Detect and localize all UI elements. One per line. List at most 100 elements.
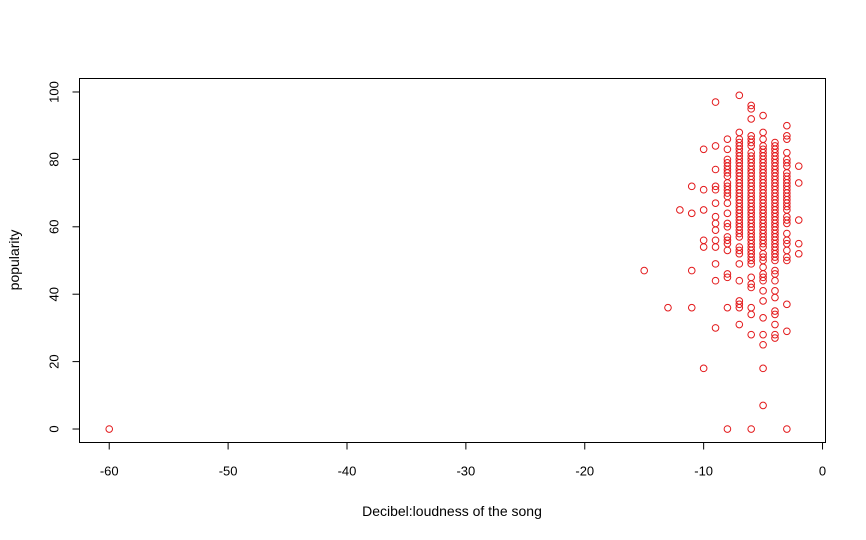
data-point <box>783 229 791 238</box>
data-point <box>723 189 732 197</box>
data-point <box>723 270 732 278</box>
data-point <box>735 233 744 241</box>
data-point <box>747 260 755 268</box>
data-point <box>699 236 708 245</box>
data-point <box>783 131 791 140</box>
data-point <box>759 287 767 295</box>
y-tick-label: 60 <box>47 220 62 234</box>
x-tick-label: -30 <box>456 464 475 479</box>
data-point <box>771 307 779 315</box>
data-point <box>783 219 791 228</box>
data-point <box>687 266 696 275</box>
data-point <box>699 364 708 373</box>
data-point <box>723 425 732 433</box>
data-point <box>783 256 791 265</box>
data-point <box>747 425 755 433</box>
data-point <box>735 303 744 312</box>
data-point <box>759 330 767 339</box>
data-point <box>735 300 744 309</box>
data-point <box>711 98 720 106</box>
data-point <box>771 330 779 339</box>
data-point <box>759 273 767 282</box>
data-point <box>771 334 779 342</box>
data-point <box>783 246 791 255</box>
data-point <box>676 206 684 214</box>
data-point <box>711 260 720 268</box>
data-point <box>723 273 732 282</box>
data-point <box>759 135 767 143</box>
data-point <box>759 111 767 120</box>
data-point <box>711 236 720 245</box>
data-point <box>759 253 767 261</box>
data-point <box>747 138 755 147</box>
data-point <box>711 212 720 221</box>
data-point <box>747 273 755 282</box>
data-point <box>759 263 767 272</box>
x-axis-label: Decibel:loudness of the song <box>362 503 542 519</box>
y-tick-label: 80 <box>47 152 62 166</box>
data-point <box>783 202 791 211</box>
data-point <box>711 276 720 285</box>
data-point <box>794 216 803 224</box>
data-point <box>771 310 779 319</box>
data-point <box>735 246 744 255</box>
data-point <box>747 330 755 339</box>
data-point <box>723 209 732 218</box>
data-point <box>747 101 755 110</box>
x-tick-label: -40 <box>338 464 357 479</box>
data-point <box>735 91 744 100</box>
data-point <box>759 276 767 285</box>
data-point <box>711 142 720 150</box>
x-axis: -60 -50 -40 -30 -20 -10 0 <box>100 442 826 479</box>
data-point <box>771 320 779 329</box>
x-tick-label: -20 <box>575 464 594 479</box>
data-point <box>711 226 720 234</box>
data-point <box>735 260 744 268</box>
data-point <box>735 229 744 238</box>
data-point <box>711 185 720 194</box>
data-point <box>711 324 720 332</box>
data-point <box>794 162 803 170</box>
y-tick-label: 0 <box>47 425 62 432</box>
x-tick-label: -60 <box>100 464 119 479</box>
data-point <box>771 287 779 295</box>
data-point <box>747 256 755 265</box>
data-point <box>771 276 779 285</box>
data-point <box>783 158 791 167</box>
data-point <box>759 401 767 410</box>
data-point <box>759 340 767 349</box>
data-point <box>699 206 708 214</box>
data-point <box>687 182 696 191</box>
data-point <box>771 266 779 275</box>
plot-frame <box>79 78 826 443</box>
data-point <box>794 239 803 248</box>
data-point <box>759 128 767 137</box>
x-tick-label: -10 <box>694 464 713 479</box>
data-point <box>747 105 755 113</box>
x-tick-label: -50 <box>219 464 238 479</box>
data-point <box>759 239 767 248</box>
data-point <box>783 148 791 157</box>
data-point <box>747 310 755 319</box>
data-point <box>783 327 791 336</box>
data-point <box>687 209 696 218</box>
data-point <box>723 169 732 177</box>
y-tick-label: 20 <box>47 354 62 368</box>
data-point <box>771 256 779 265</box>
data-point <box>711 243 720 251</box>
data-point <box>794 179 803 187</box>
data-point <box>723 135 732 143</box>
data-point <box>723 145 732 154</box>
y-tick-label: 40 <box>47 287 62 301</box>
data-point <box>723 199 732 208</box>
data-point <box>735 249 744 258</box>
data-point <box>783 236 791 245</box>
data-point <box>723 246 732 255</box>
data-points <box>105 91 803 433</box>
data-point <box>723 219 732 228</box>
data-point <box>735 320 744 329</box>
data-point <box>711 182 720 191</box>
data-point <box>664 303 672 312</box>
data-point <box>723 222 732 231</box>
data-point <box>711 199 720 208</box>
